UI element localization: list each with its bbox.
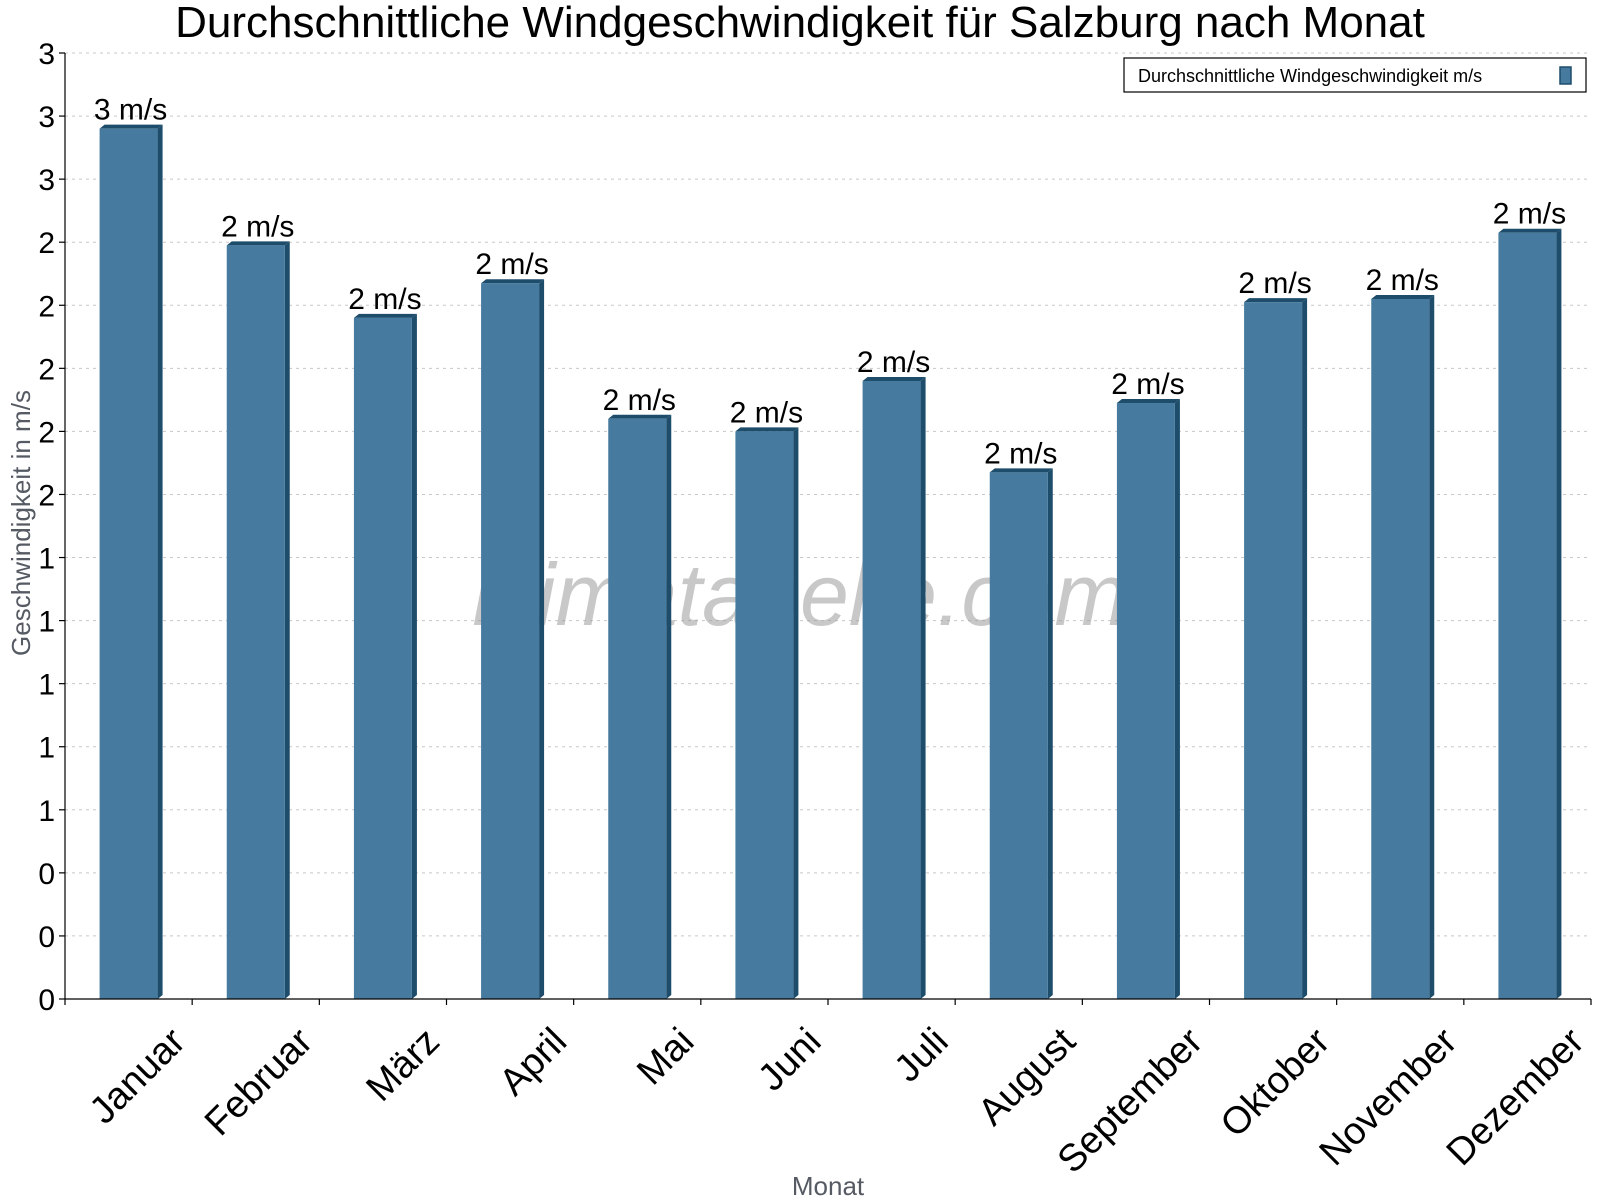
bar [735,431,794,999]
bar-side [1302,298,1308,999]
x-tick-label: Januar [82,1020,194,1132]
x-tick-label: August [970,1020,1084,1134]
y-tick-label: 3 [38,38,55,71]
y-tick-label: 0 [38,858,55,891]
bar-top [353,313,417,318]
bar-top [608,414,672,419]
bar-top [1371,294,1435,299]
bar-side [539,279,545,999]
bar-side [1047,468,1053,1000]
y-tick-label: 1 [38,606,55,639]
data-label: 2 m/s [984,437,1057,470]
y-tick-label: 2 [38,416,55,449]
bar-top [226,241,290,246]
axes [59,52,1592,1005]
bars [99,124,1562,1000]
data-labels: 3 m/s 2 m/s 2 m/s 2 m/s 2 m/s 2 m/s 2 m/s 2 m/s… [94,94,1566,471]
bar [989,472,1048,1000]
bar-top [862,376,926,381]
x-tick-label: Juli [887,1020,957,1090]
bar [862,380,921,999]
data-label: 2 m/s [475,248,548,281]
bar-side [1174,399,1180,999]
bar-top [735,427,799,432]
bar-top [99,124,163,129]
bar-top [1498,228,1562,233]
grid-lines [65,52,1591,937]
bar [353,317,412,999]
x-tick-label: Juni [750,1020,829,1099]
y-tick-label: 2 [38,290,55,323]
bar [1371,298,1430,1000]
y-tick-label: 3 [38,101,55,134]
data-label: 2 m/s [730,396,803,429]
bar-side [411,313,417,999]
data-label: 2 m/s [1493,198,1566,231]
bar-side [284,241,290,999]
y-tick-label: 1 [38,795,55,828]
x-axis-label: Monat [792,1171,865,1200]
bar [1116,403,1175,999]
data-label: 2 m/s [1366,264,1439,297]
bar-side [1556,228,1562,1000]
bar [1244,302,1303,999]
bar-top [989,468,1053,473]
legend-swatch [1559,66,1572,85]
legend-box [1123,57,1587,93]
y-tick-label: 3 [38,164,55,197]
y-tick-label: 2 [38,353,55,386]
data-label: 2 m/s [1238,267,1311,300]
data-label: 2 m/s [603,384,676,417]
x-tick-label: April [492,1020,575,1103]
y-tick-label: 0 [38,921,55,954]
data-label: 2 m/s [857,346,930,379]
bar [608,418,667,1000]
bar [99,128,158,999]
data-label: 2 m/s [1111,368,1184,401]
legend: Durchschnittliche Windgeschwindigkeit m/… [1123,57,1587,93]
x-tick-labels: Januar Februar März April Mai Juni Juli AugustS… [82,1020,1593,1181]
y-tick-label: 1 [38,543,55,576]
x-tick-label: Mai [629,1020,702,1093]
bar [481,283,540,999]
bar-side [1429,294,1435,1000]
chart-title: Durchschnittliche Windgeschwindigkeit fü… [175,0,1425,47]
x-tick-label: November [1312,1020,1466,1174]
bar-top [1244,298,1308,303]
x-tick-label: Februar [197,1020,321,1144]
bar-side [793,427,799,999]
y-tick-label: 0 [38,984,55,1017]
x-tick-label: Dezember [1439,1020,1593,1174]
y-axis-label: Geschwindigkeit in m/s [6,390,36,656]
y-tick-labels: 0 0 0 1 1 1 1 1 2 2 2 2 2 3 3 3 [38,38,55,1017]
x-tick-label: März [359,1020,448,1109]
legend-label: Durchschnittliche Windgeschwindigkeit m/… [1138,66,1482,86]
y-tick-label: 2 [38,227,55,260]
y-tick-label: 1 [38,732,55,765]
data-label: 3 m/s [94,94,167,127]
bar-top [1116,399,1180,404]
y-tick-label: 1 [38,669,55,702]
bar-side [920,376,926,999]
x-tick-label: Oktober [1213,1020,1339,1146]
data-label: 2 m/s [221,210,294,243]
y-tick-label: 2 [38,479,55,512]
data-label: 2 m/s [348,283,421,316]
bar-top [481,279,545,284]
bar-side [157,124,163,1000]
bar-side [666,414,672,1000]
bar [226,245,285,999]
bar [1498,232,1557,1000]
